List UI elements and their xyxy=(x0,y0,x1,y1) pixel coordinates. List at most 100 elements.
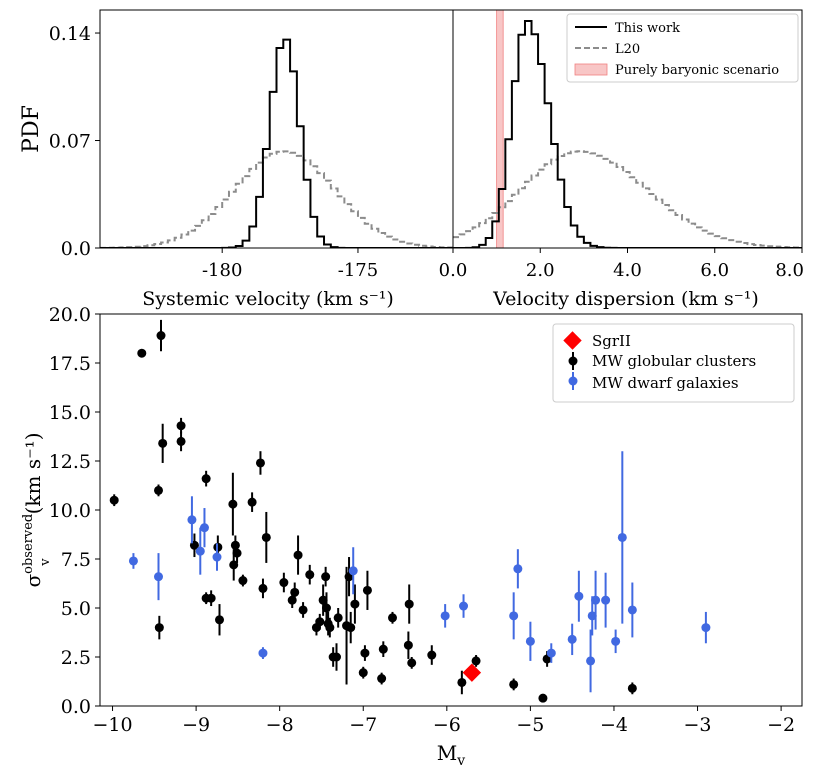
tr-xtick-label: 0.0 xyxy=(439,260,468,281)
globular-cluster-point xyxy=(377,674,387,684)
tl-this-work-histogram xyxy=(100,38,453,248)
legend-baryonic-label: Purely baryonic scenario xyxy=(615,63,779,78)
dwarf-galaxy-point xyxy=(567,634,577,644)
legend-bottom-box xyxy=(552,323,795,403)
globular-cluster-point xyxy=(509,679,519,689)
tl-y-label: PDF xyxy=(19,105,44,153)
b-x-ticks: −10 −9 −8 −7 −6 −5 −4 −3 −2 xyxy=(92,706,795,736)
legend-dwarf-marker xyxy=(568,376,578,386)
b-xtick-label: −9 xyxy=(182,714,210,736)
dwarf-galaxy-point xyxy=(509,611,519,621)
globular-cluster-point xyxy=(232,548,242,558)
dwarf-galaxy-point xyxy=(617,532,627,542)
dwarf-galaxy-point xyxy=(212,552,222,562)
b-ytick-label: 0.0 xyxy=(61,696,91,718)
globular-cluster-point xyxy=(230,540,240,550)
globular-cluster-point xyxy=(258,583,268,593)
dwarf-galaxy-point xyxy=(627,605,637,615)
globular-cluster-point xyxy=(360,648,370,658)
b-plot-area xyxy=(109,319,711,703)
b-y-label-sup: observed xyxy=(21,514,36,574)
b-x-label-sub: v xyxy=(456,753,465,769)
globular-cluster-point xyxy=(154,623,164,633)
b-xtick-label: −2 xyxy=(767,714,795,736)
b-xtick-label: −5 xyxy=(516,714,544,736)
dwarf-galaxy-point xyxy=(586,656,596,666)
globular-cluster-point xyxy=(158,438,168,448)
legend-bottom: SgrII MW globular clusters MW dwarf gala… xyxy=(552,323,795,403)
b-y-label-unit: (km s⁻¹) xyxy=(21,433,45,515)
b-x-label-main: M xyxy=(437,741,457,765)
legend-top: This work L20 Purely baryonic scenario xyxy=(566,13,799,83)
tl-x-label: Systemic velocity (km s⁻¹) xyxy=(142,288,394,310)
globular-cluster-point xyxy=(228,499,238,509)
b-ytick-label: 12.5 xyxy=(49,451,91,473)
legend-this-work-label: This work xyxy=(615,21,680,36)
globular-cluster-point xyxy=(627,683,637,693)
dwarf-galaxy-point xyxy=(525,636,535,646)
tl-ytick-label: 0.0 xyxy=(61,238,91,260)
globular-cluster-point xyxy=(318,595,328,605)
panel-systemic-velocity: -180 -175 0.0 0.07 0.14 Systemic velocity (… xyxy=(19,9,454,310)
globular-cluster-point xyxy=(201,474,211,484)
b-ytick-label: 5.0 xyxy=(61,598,91,620)
globular-cluster-point xyxy=(238,576,248,586)
tl-plot-area xyxy=(100,38,453,248)
globular-cluster-point xyxy=(109,495,119,505)
globular-cluster-point xyxy=(154,485,163,495)
globular-cluster-point xyxy=(378,644,388,654)
b-ytick-label: 15.0 xyxy=(49,402,91,424)
globular-cluster-point xyxy=(358,668,368,678)
legend-globular-marker xyxy=(568,356,578,366)
b-xtick-label: −10 xyxy=(92,714,132,736)
b-xtick-label: −7 xyxy=(349,714,377,736)
b-y-label: σobserved v (km s⁻¹) xyxy=(21,433,53,588)
legend-l20-label: L20 xyxy=(615,42,640,57)
globular-cluster-point xyxy=(261,532,271,542)
globular-cluster-point xyxy=(176,421,186,431)
globular-cluster-point xyxy=(350,599,360,609)
globular-cluster-point xyxy=(215,615,225,625)
tr-x-ticks: 0.0 2.0 4.0 6.0 8.0 xyxy=(439,248,804,281)
b-xtick-label: −4 xyxy=(600,714,628,736)
globular-cluster-point xyxy=(407,658,417,668)
globular-cluster-point xyxy=(293,550,303,560)
tl-xtick-label: -175 xyxy=(338,260,378,281)
globular-cluster-point xyxy=(279,578,289,588)
globular-cluster-point xyxy=(427,650,437,660)
dwarf-galaxy-point xyxy=(591,595,601,605)
tr-l20-histogram xyxy=(453,150,802,248)
b-y-label-sigma: σ xyxy=(21,574,45,588)
globular-cluster-point xyxy=(315,617,325,627)
globular-cluster-point xyxy=(332,652,342,662)
globular-cluster-point xyxy=(206,593,216,603)
tr-this-work-histogram xyxy=(453,20,802,248)
dwarf-galaxy-point xyxy=(187,515,197,525)
tr-xtick-label: 8.0 xyxy=(775,260,804,281)
tr-x-label: Velocity dispersion (km s⁻¹) xyxy=(492,288,759,310)
dwarf-galaxy-point xyxy=(601,595,611,605)
dwarf-galaxy-point xyxy=(199,523,209,533)
legend-top-box xyxy=(566,13,799,83)
panel-frame-tl xyxy=(100,10,453,248)
globular-cluster-point xyxy=(290,587,300,597)
legend-dwarf-label: MW dwarf galaxies xyxy=(592,374,739,392)
b-xtick-label: −3 xyxy=(684,714,712,736)
legend-globular-label: MW globular clusters xyxy=(592,352,756,370)
globular-cluster-point xyxy=(471,656,481,666)
dwarf-galaxy-point xyxy=(348,566,358,576)
globular-cluster-point xyxy=(305,570,315,580)
b-ytick-label: 17.5 xyxy=(49,353,91,375)
b-ytick-label: 10.0 xyxy=(49,500,91,522)
globular-cluster-point xyxy=(137,348,147,358)
b-y-ticks: 0.0 2.5 5.0 7.5 10.0 12.5 15.0 17.5 20.0 xyxy=(49,304,100,718)
dwarf-galaxy-point xyxy=(128,556,138,566)
dwarf-galaxy-point xyxy=(701,623,711,633)
globular-cluster-point xyxy=(325,623,335,633)
globular-cluster-point xyxy=(362,585,372,595)
dwarf-galaxy-point xyxy=(587,611,597,621)
tl-ytick-label: 0.14 xyxy=(49,23,91,45)
globular-cluster-point xyxy=(333,613,343,623)
tr-xtick-label: 2.0 xyxy=(526,260,555,281)
dwarf-galaxy-point xyxy=(258,648,268,658)
